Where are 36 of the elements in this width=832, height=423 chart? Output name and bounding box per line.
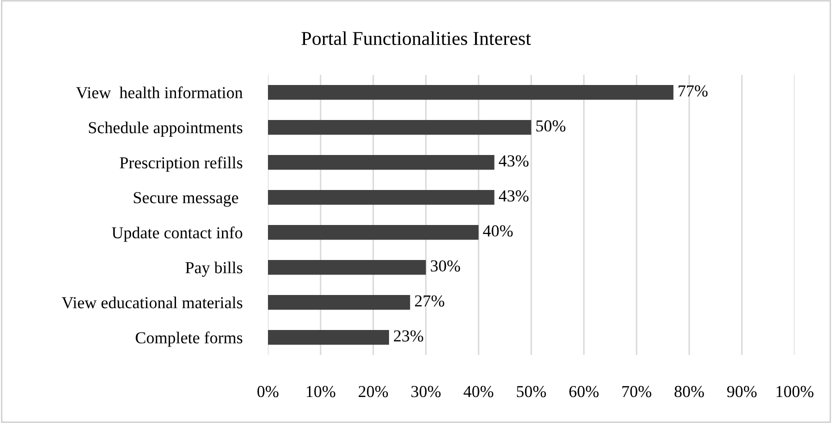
x-tick-label: 40% xyxy=(464,386,494,398)
y-tick-label: View educational materials xyxy=(62,296,242,308)
y-tick-label: Prescription refills xyxy=(120,156,242,172)
chart-title: Portal Functionalities Interest xyxy=(302,31,531,46)
data-label: 43% xyxy=(498,190,529,202)
x-tick-label: 0% xyxy=(257,386,278,398)
bar xyxy=(268,155,494,170)
bar xyxy=(268,85,674,100)
y-tick-label: Schedule appointments xyxy=(88,122,242,137)
bar xyxy=(268,225,479,240)
bar xyxy=(268,330,390,345)
x-tick-label: 90% xyxy=(727,386,757,398)
y-tick-label: Complete forms xyxy=(136,332,242,347)
y-tick-label: Update contact info xyxy=(112,226,242,242)
data-label: 30% xyxy=(430,260,460,272)
data-label: 40% xyxy=(483,225,513,237)
x-tick-label: 50% xyxy=(516,386,546,398)
data-label: 43% xyxy=(498,155,529,167)
x-tick-label: 30% xyxy=(411,386,441,398)
x-tick-label: 20% xyxy=(358,386,388,398)
x-tick-label: 80% xyxy=(674,386,704,398)
bar xyxy=(268,120,532,135)
x-tick-label: 70% xyxy=(622,386,652,398)
bar xyxy=(268,190,494,205)
data-label: 50% xyxy=(536,120,566,132)
bar xyxy=(268,295,410,310)
data-label: 77% xyxy=(678,85,708,97)
y-tick-label: Pay bills xyxy=(186,262,242,277)
data-label: 27% xyxy=(415,295,444,307)
x-tick-label: 10% xyxy=(306,386,336,398)
bar xyxy=(268,260,426,275)
x-tick-label: 60% xyxy=(569,386,599,398)
y-tick-label: View health information xyxy=(76,86,243,98)
x-tick-label: 100% xyxy=(776,386,814,398)
y-tick-label: Secure message xyxy=(134,192,238,207)
data-label: 23% xyxy=(394,330,424,342)
